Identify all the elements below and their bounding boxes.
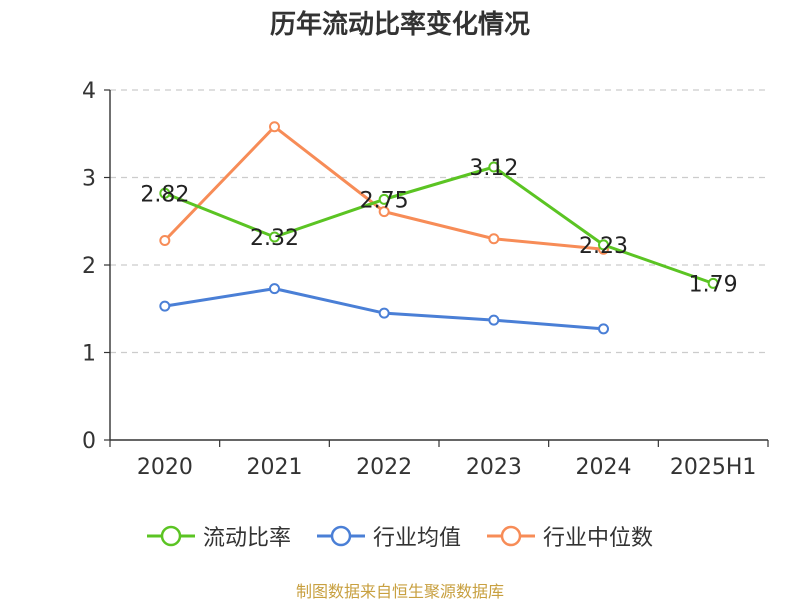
data-label-1: 2.32 — [250, 226, 299, 251]
legend-item-0[interactable]: 流动比率 — [146, 520, 291, 552]
legend-swatch-1 — [316, 525, 365, 547]
x-tick-label-0: 2020 — [137, 455, 193, 480]
legend-item-2[interactable]: 行业中位数 — [487, 520, 653, 552]
data-labels: 2.82 2.32 2.75 3.12 2.23 1.79 — [140, 156, 737, 297]
series-1-point-0 — [159, 300, 171, 312]
x-tick-label-2: 2022 — [356, 455, 412, 480]
series-0-point-5 — [707, 277, 719, 289]
y-tick-label-1: 1 — [82, 342, 96, 367]
series-2-point-3 — [488, 233, 500, 245]
legend-label-0: 流动比率 — [202, 526, 291, 551]
legend-swatch-0 — [146, 525, 195, 547]
chart-title: 历年流动比率变化情况 — [269, 10, 530, 40]
y-tick-label-3: 3 — [82, 167, 96, 192]
x-tick-label-4: 2024 — [576, 455, 632, 480]
legend-label-2: 行业中位数 — [543, 526, 654, 551]
series-2-point-0 — [159, 235, 171, 246]
data-label-0: 2.82 — [140, 182, 189, 207]
series-1-point-3 — [488, 314, 500, 326]
x-tick-label-5: 2025H1 — [670, 455, 757, 480]
source-note: 制图数据来自恒生聚源数据库 — [295, 582, 504, 601]
data-label-3: 3.12 — [469, 156, 518, 181]
y-tick-label-4: 4 — [82, 79, 96, 104]
legend-swatch-marker-1 — [330, 525, 352, 547]
legend-swatch-marker-0 — [160, 525, 182, 547]
x-tick-label-3: 2023 — [466, 455, 522, 480]
y-tick-label-2: 2 — [82, 254, 96, 279]
series-0-point-4 — [598, 239, 609, 251]
legend-item-1[interactable]: 行业均值 — [316, 520, 461, 552]
data-label-2: 2.75 — [360, 188, 409, 213]
y-tick-label-0: 0 — [82, 429, 96, 454]
series-1-point-2 — [378, 307, 390, 319]
data-label-5: 1.79 — [689, 272, 738, 297]
data-label-4: 2.23 — [579, 234, 628, 259]
series-1-point-4 — [598, 323, 609, 335]
grid-lines — [110, 89, 768, 354]
series-0-point-0 — [159, 187, 171, 199]
series-0-point-3 — [488, 161, 500, 173]
legend: 流动比率 行业均值 行业中位数 — [0, 518, 800, 554]
series-2-point-1 — [269, 121, 280, 133]
series-1-point-1 — [269, 283, 280, 295]
legend-swatch-2 — [487, 525, 535, 547]
series-0-point-2 — [378, 193, 390, 205]
series-0-point-1 — [269, 231, 280, 243]
legend-swatch-marker-2 — [500, 525, 522, 547]
legend-label-1: 行业均值 — [372, 526, 461, 551]
series — [159, 121, 719, 335]
axes: 0 1 2 3 4 2020 2021 2022 2023 2024 2025H1 — [82, 79, 769, 480]
x-tick-label-1: 2021 — [247, 455, 303, 480]
series-2-point-2 — [378, 206, 390, 218]
series-line-0 — [164, 165, 714, 285]
